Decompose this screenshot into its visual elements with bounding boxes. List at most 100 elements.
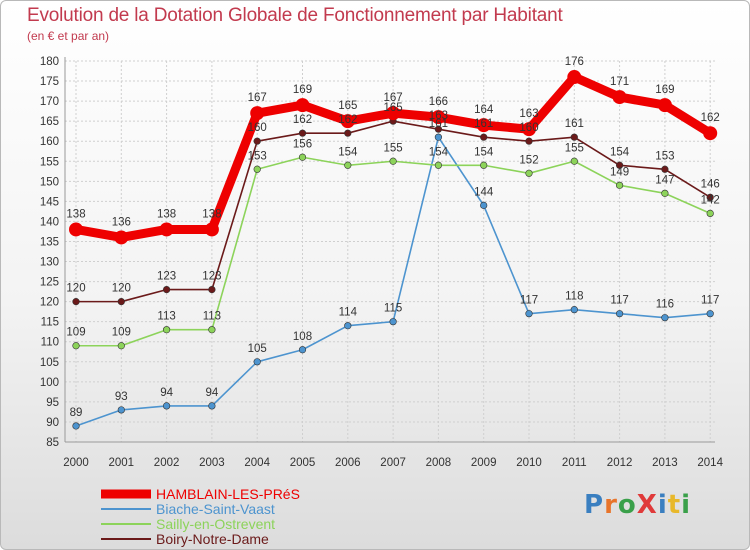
data-point: [522, 122, 536, 137]
data-label: 162: [338, 114, 357, 126]
data-point: [434, 161, 443, 169]
data-point: [340, 114, 355, 129]
data-label: 138: [202, 208, 221, 220]
data-point: [72, 342, 80, 350]
logo-letter: o: [617, 490, 637, 520]
data-label: 117: [520, 295, 538, 307]
data-label: 154: [338, 146, 358, 158]
data-label: 93: [115, 391, 128, 403]
y-tick-label: 95: [46, 397, 59, 409]
data-point: [344, 322, 352, 330]
data-point: [480, 133, 488, 141]
data-label: 117: [701, 295, 719, 307]
data-label: 154: [474, 146, 494, 158]
data-label: 149: [610, 166, 629, 178]
data-label: 167: [248, 92, 267, 104]
data-point: [703, 126, 718, 141]
data-point: [298, 129, 307, 137]
data-label: 176: [565, 56, 584, 68]
data-point: [72, 298, 80, 306]
x-tick-label: 2009: [471, 457, 497, 469]
x-tick-label: 2011: [562, 457, 587, 469]
data-label: 120: [66, 283, 85, 295]
data-point: [480, 161, 488, 169]
x-tick-label: 2006: [335, 457, 361, 469]
data-point: [434, 125, 443, 133]
y-tick-label: 90: [46, 417, 59, 429]
series-lines: [69, 70, 718, 430]
data-label: 117: [610, 295, 628, 307]
data-label: 169: [293, 84, 312, 96]
data-point: [253, 137, 261, 145]
y-tick-label: 130: [40, 257, 59, 269]
logo-letter: X: [636, 490, 658, 520]
data-label: 164: [474, 104, 494, 116]
data-point: [525, 310, 533, 318]
y-tick-label: 165: [40, 116, 59, 128]
data-point: [434, 133, 443, 141]
legend-label: Biache-Saint-Vaast: [156, 501, 275, 517]
data-point: [570, 306, 578, 314]
data-point: [114, 230, 129, 245]
legend: HAMBLAIN-LES-PRéSBiache-Saint-VaastSaill…: [101, 486, 300, 547]
data-point: [480, 201, 488, 209]
data-point: [163, 402, 171, 410]
logo-letter: t: [667, 490, 682, 520]
data-label: 108: [293, 331, 312, 343]
data-point: [253, 165, 261, 173]
proxiti-logo: ProXiti: [584, 490, 691, 520]
y-tick-label: 160: [40, 136, 59, 148]
data-point: [117, 342, 125, 350]
x-tick-label: 2001: [109, 457, 135, 469]
y-tick-label: 100: [40, 377, 59, 389]
data-point: [298, 346, 307, 354]
x-tick-label: 2010: [516, 457, 542, 469]
y-tick-label: 135: [40, 236, 59, 248]
data-point: [204, 222, 219, 237]
y-tick-label: 110: [41, 337, 59, 349]
data-label: 155: [565, 142, 584, 154]
x-tick-label: 2007: [380, 457, 406, 469]
x-tick-label: 2003: [199, 457, 225, 469]
data-label: 123: [157, 271, 176, 283]
data-label: 147: [655, 174, 674, 186]
y-tick-label: 125: [40, 277, 59, 289]
gridlines: [65, 60, 715, 443]
data-point: [615, 310, 624, 318]
data-label: 113: [203, 311, 221, 323]
data-label: 160: [519, 122, 538, 134]
data-label: 136: [112, 216, 131, 228]
data-label: 89: [70, 407, 83, 419]
data-point: [661, 189, 669, 197]
data-point: [69, 222, 83, 237]
y-tick-label: 170: [40, 96, 59, 108]
data-label: 146: [701, 178, 720, 190]
data-label: 163: [519, 108, 538, 120]
data-label: 161: [565, 118, 584, 130]
data-label: 153: [655, 150, 674, 162]
y-tick-label: 155: [40, 156, 59, 168]
data-label: 154: [610, 146, 630, 158]
data-point: [386, 106, 401, 121]
data-point: [295, 98, 310, 113]
data-point: [253, 358, 261, 366]
x-tick-label: 2002: [154, 457, 180, 469]
y-tick-label: 145: [40, 196, 59, 208]
data-label: 166: [429, 96, 448, 108]
y-tick-label: 175: [40, 76, 59, 88]
data-label: 153: [248, 150, 267, 162]
data-point: [612, 90, 627, 105]
data-label: 165: [384, 102, 403, 114]
data-point: [208, 326, 216, 334]
y-tick-label: 150: [40, 176, 59, 188]
chart-title: Evolution de la Dotation Globale de Fonc…: [27, 5, 563, 26]
data-label: 171: [610, 76, 629, 88]
data-point: [525, 169, 533, 177]
data-point: [344, 129, 352, 137]
data-label: 144: [474, 186, 494, 198]
data-label: 120: [112, 283, 131, 295]
data-point: [208, 286, 216, 294]
data-point: [250, 106, 265, 121]
data-label: 138: [66, 208, 85, 220]
